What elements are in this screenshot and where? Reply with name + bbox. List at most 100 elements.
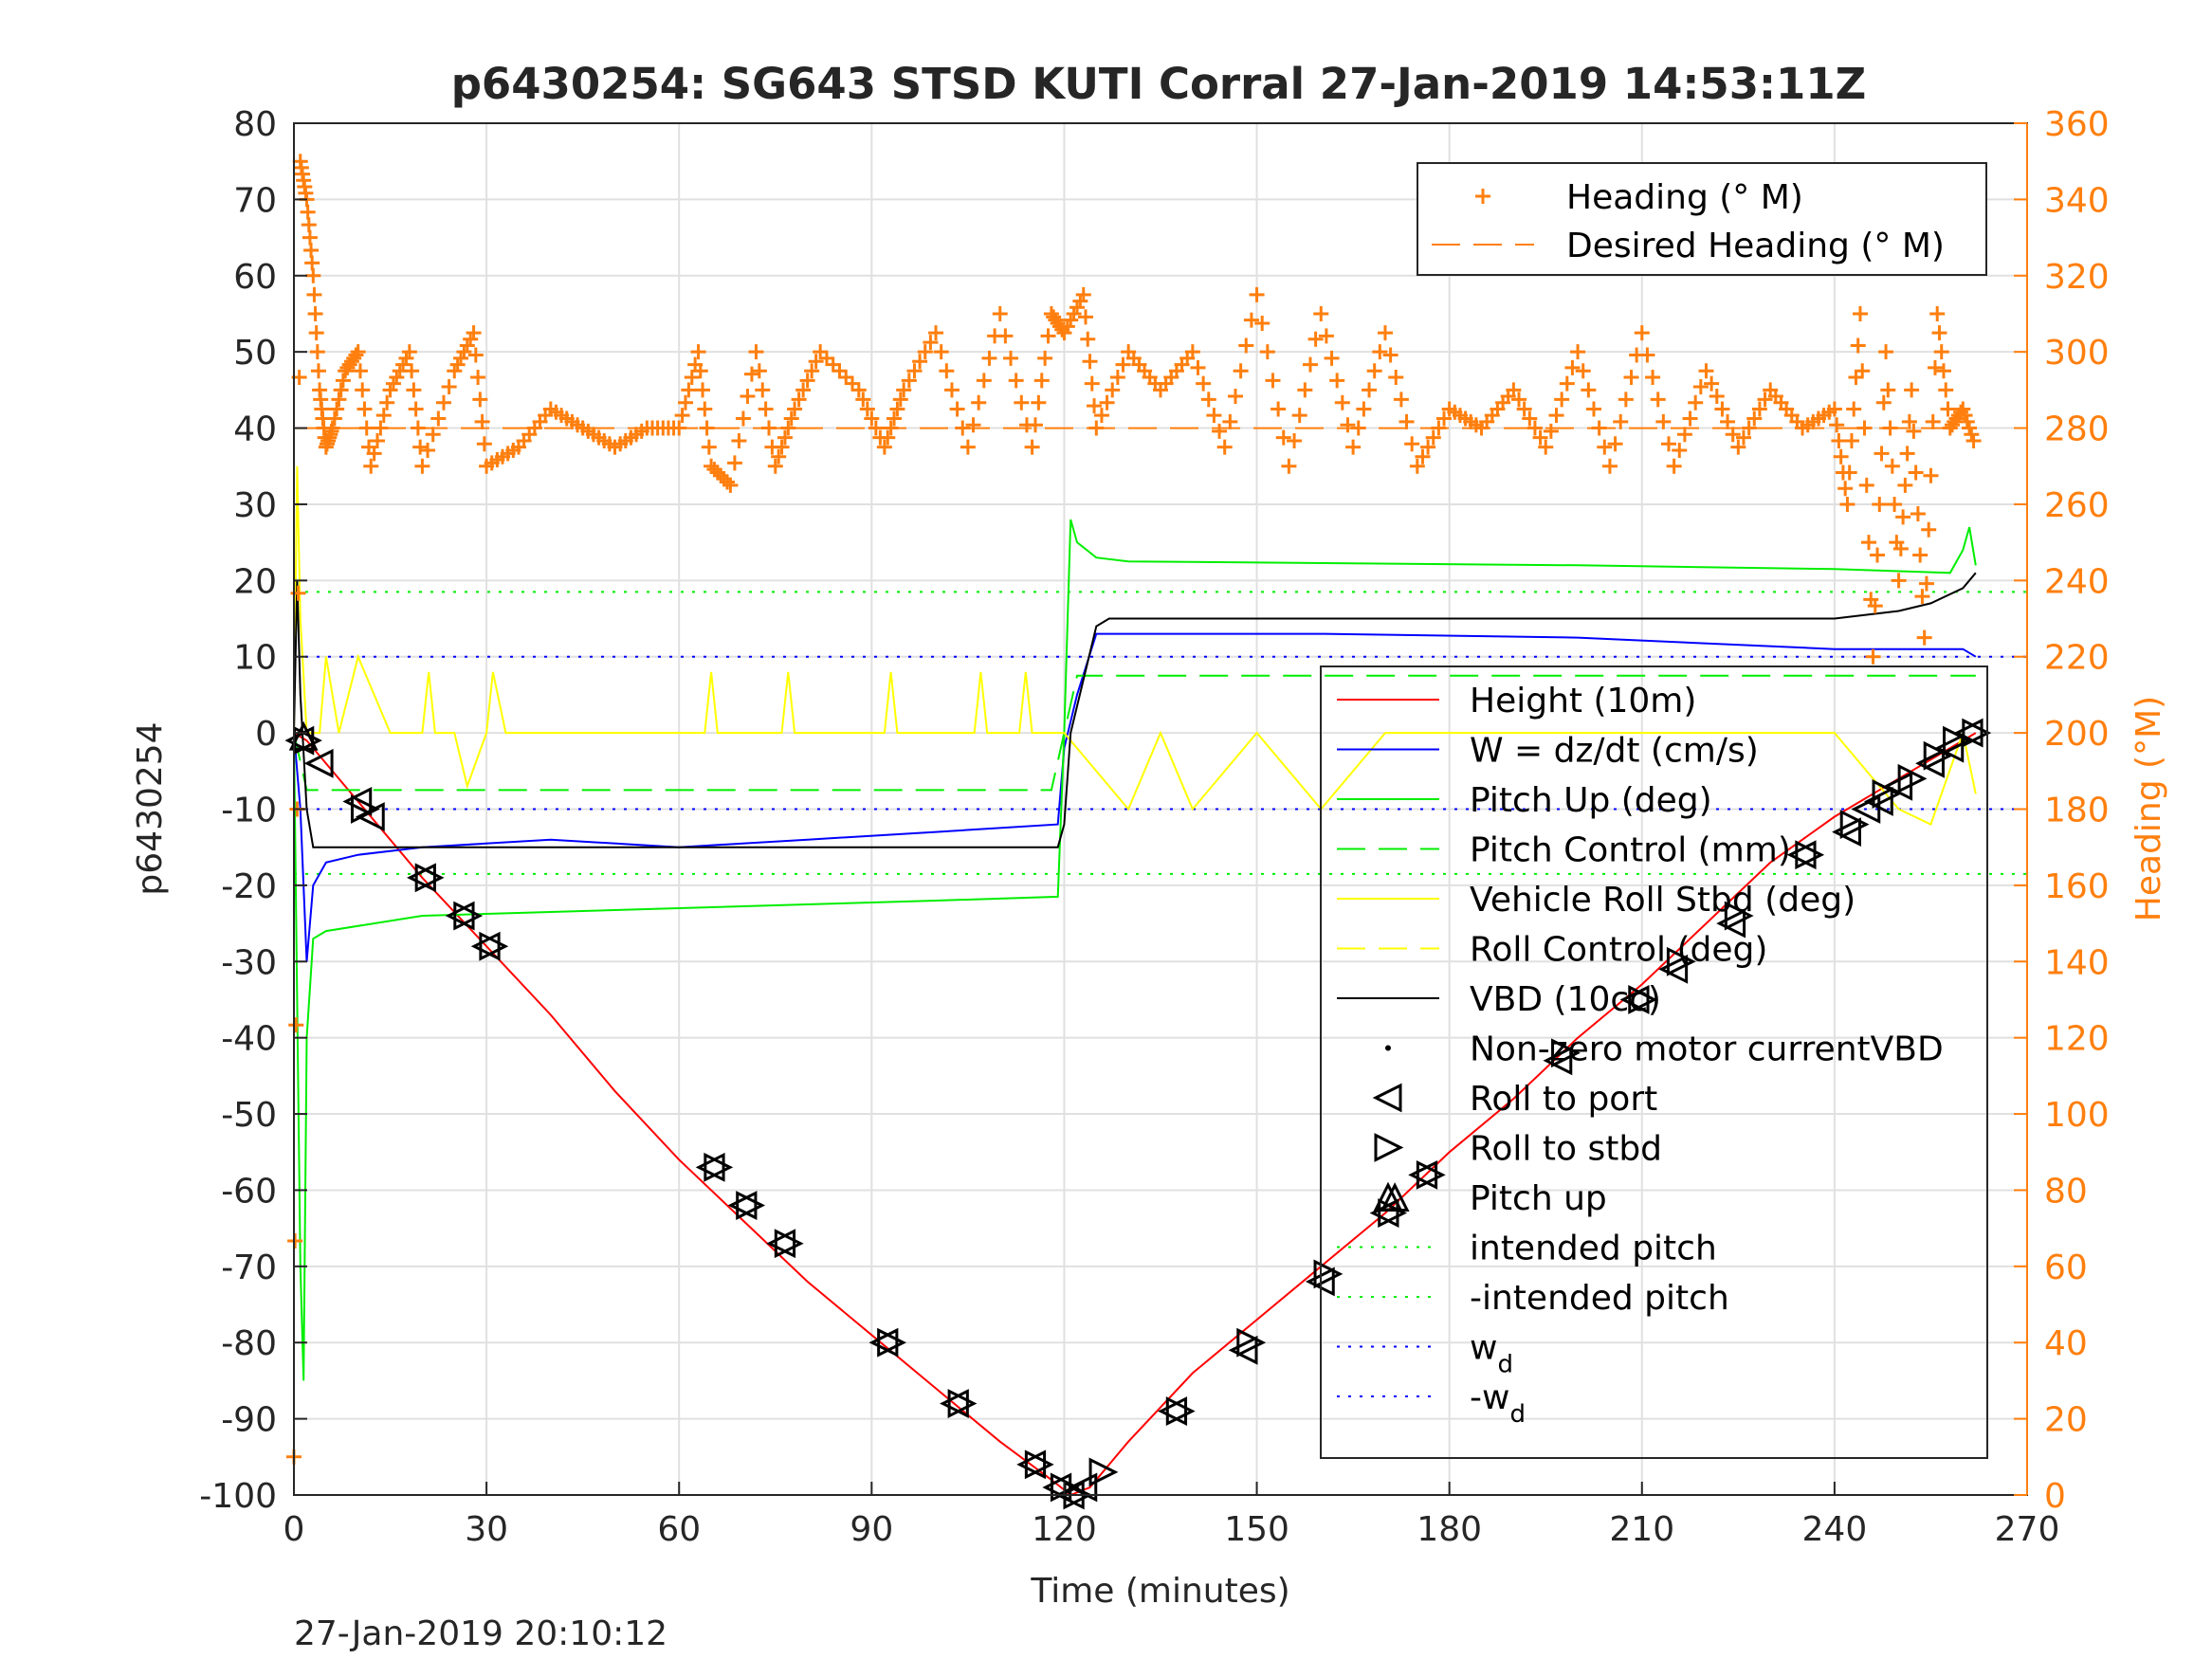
heading-point (1037, 350, 1053, 366)
heading-point (1899, 446, 1915, 462)
heading-point (674, 408, 690, 424)
heading-point (965, 417, 981, 433)
heading-point (1910, 505, 1926, 521)
y-tick-label-right: 20 (2044, 1401, 2088, 1440)
heading-point (1714, 401, 1730, 417)
roll-to-port-marker (727, 1191, 758, 1220)
roll-to-port-marker (1953, 718, 1983, 748)
heading-point (1388, 369, 1404, 385)
legend-label-text: VBD (10cc) (1470, 980, 1661, 1019)
heading-point (305, 267, 321, 283)
y-tick-label: -30 (221, 943, 277, 982)
legend-bottom-entry: Pitch Control (mm) (1337, 831, 1791, 870)
heading-point (1826, 401, 1842, 417)
roll-to-port-marker (1863, 787, 1893, 816)
heading-point (720, 474, 735, 490)
x-axis-label: Time (minutes) (1030, 1572, 1289, 1611)
heading-point (1935, 363, 1951, 379)
legend-label-subscript: d (1497, 1351, 1513, 1379)
heading-point (1190, 359, 1206, 375)
heading-point (1867, 598, 1883, 614)
legend-label-text: Pitch up (1470, 1179, 1607, 1218)
y-tick-label: -50 (221, 1096, 277, 1135)
heading-point (1196, 375, 1212, 392)
heading-point (923, 335, 939, 351)
heading-point (1093, 408, 1109, 424)
legend-bottom-entry: Roll to port (1372, 1080, 1657, 1119)
legend-label: Non-zero motor currentVBD (1470, 1030, 1944, 1069)
heading-point (1313, 305, 1329, 321)
pitch-up-marker (288, 720, 319, 751)
heading-point (287, 1233, 303, 1249)
heading-point (1904, 382, 1920, 398)
heading-point (300, 204, 316, 220)
heading-point (1645, 369, 1661, 385)
roll-to-stbd-marker (736, 1191, 766, 1220)
heading-point (352, 363, 368, 379)
heading-point (404, 363, 420, 379)
heading-point (1356, 401, 1372, 417)
heading-point (1672, 443, 1688, 459)
heading-point (1655, 413, 1672, 429)
roll-to-port-marker (1716, 908, 1746, 939)
y-tick-label-right: 0 (2044, 1477, 2066, 1516)
heading-point (1003, 350, 1019, 366)
heading-point (880, 429, 896, 446)
heading-point (1436, 410, 1453, 427)
roll-to-port-marker (1786, 840, 1817, 870)
roll-to-stbd-marker (1943, 725, 1972, 756)
heading-point (876, 439, 892, 455)
y-tick-label: -80 (221, 1324, 277, 1363)
roll-to-port-marker (1228, 1335, 1258, 1365)
legend-bottom-entry: VBD (10cc) (1337, 980, 1661, 1019)
heading-point (777, 429, 793, 446)
heading-point (1925, 413, 1941, 429)
heading-point (1516, 401, 1532, 417)
heading-point (348, 347, 364, 363)
heading-point (1846, 401, 1862, 417)
heading-point (1634, 325, 1650, 341)
heading-point (375, 408, 392, 424)
heading-point (1372, 344, 1388, 360)
legend-top: Heading (° M) Desired Heading (° M) (1417, 162, 1987, 276)
x-tick-label: 60 (657, 1510, 701, 1549)
legend-swatch (1372, 1083, 1402, 1113)
heading-point (912, 354, 928, 370)
heading-point (1420, 439, 1436, 455)
roll-to-stbd-marker (453, 901, 484, 931)
heading-point (1839, 496, 1856, 512)
roll-to-stbd-marker (877, 1327, 906, 1358)
roll-to-port-marker (445, 901, 475, 931)
heading-point (887, 410, 903, 427)
heading-point (1613, 413, 1629, 429)
heading-point (1398, 413, 1415, 429)
x-tick-label: 210 (1609, 1510, 1674, 1549)
heading-point (474, 413, 490, 429)
heading-point (1014, 394, 1030, 410)
heading-point (1543, 423, 1559, 439)
heading-point (780, 420, 796, 436)
heading-point (1087, 398, 1103, 414)
roll-to-stbd-marker (414, 863, 445, 893)
roll-to-port-marker (407, 863, 436, 893)
heading-point (1897, 477, 1913, 493)
roll-to-stbd-marker (947, 1389, 978, 1418)
heading-point (1887, 496, 1903, 512)
heading-point (366, 446, 382, 462)
roll-to-stbd-marker (1628, 985, 1658, 1014)
roll-to-stbd-marker (1839, 810, 1870, 840)
heading-point (425, 427, 441, 443)
heading-point (1008, 373, 1024, 389)
heading-point (1923, 467, 1939, 483)
heading-point (1233, 363, 1249, 379)
legend-label: Roll Control (deg) (1470, 931, 1767, 970)
heading-point (1746, 410, 1763, 427)
reference-lines (294, 591, 2027, 875)
heading-point (1623, 369, 1639, 385)
roll-to-stbd-marker (1795, 840, 1825, 870)
legend-label: -intended pitch (1470, 1279, 1729, 1318)
roll-to-stbd-marker (1897, 763, 1928, 793)
legend-label-text: Pitch Up (deg) (1470, 781, 1712, 820)
heading-point (1852, 305, 1868, 321)
heading-point (1105, 382, 1121, 398)
